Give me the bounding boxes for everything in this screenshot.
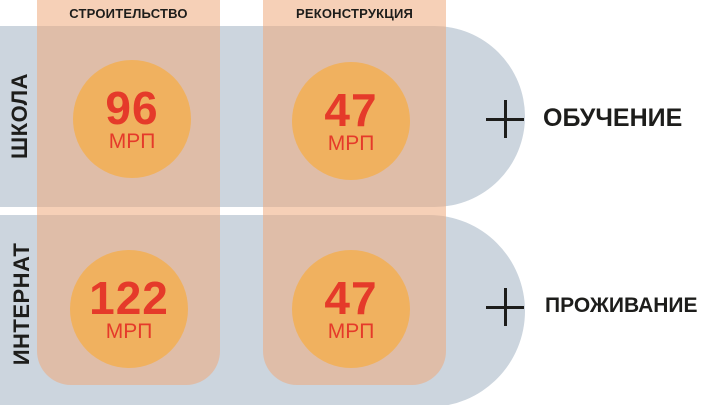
value-circle-internat-construction: 122 МРП <box>70 250 188 368</box>
value-circle-internat-reconstruction: 47 МРП <box>292 250 410 368</box>
value-unit: МРП <box>327 131 375 155</box>
plus-icon <box>486 100 524 138</box>
value-number: 47 <box>324 271 378 324</box>
value-unit: МРП <box>327 319 375 343</box>
row-label-internat: ИНТЕРНАТ <box>9 242 34 366</box>
value-unit: МРП <box>108 129 156 153</box>
value-number: 47 <box>324 83 378 136</box>
value-unit: МРП <box>105 319 153 343</box>
value-number: 96 <box>105 81 159 134</box>
value-circle-school-construction: 96 МРП <box>73 60 191 178</box>
row-label-school: ШКОЛА <box>7 73 32 159</box>
column-header-construction: СТРОИТЕЛЬСТВО <box>69 6 188 21</box>
addon-label-school: ОБУЧЕНИЕ <box>543 104 683 132</box>
addon-label-internat: ПРОЖИВАНИЕ <box>545 294 698 317</box>
column-header-reconstruction: РЕКОНСТРУКЦИЯ <box>295 6 414 21</box>
value-number: 122 <box>89 271 169 324</box>
plus-icon <box>486 288 524 326</box>
value-circle-school-reconstruction: 47 МРП <box>292 62 410 180</box>
